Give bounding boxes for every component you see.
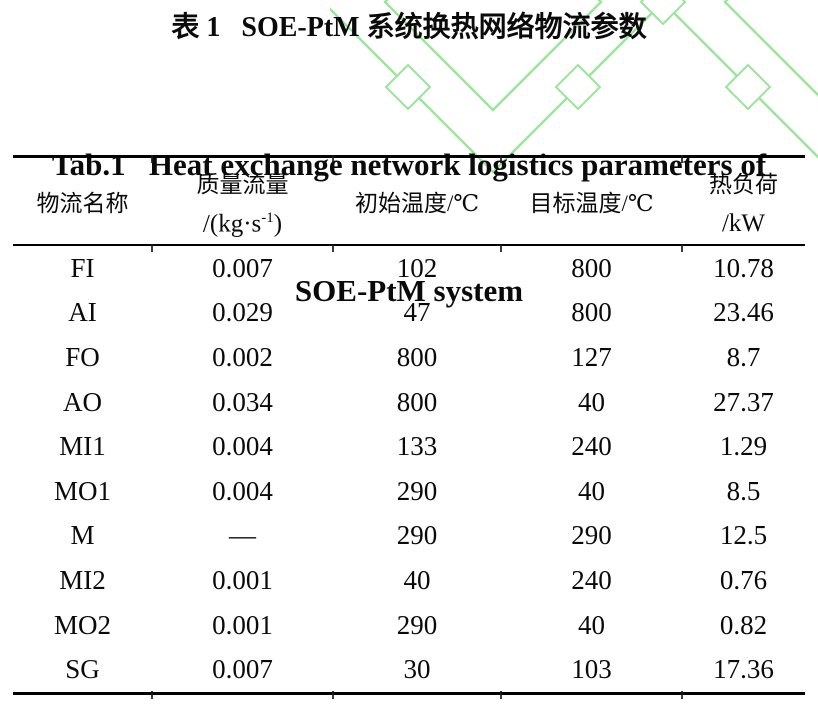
header-target-temp: 目标温度/℃: [529, 191, 654, 216]
column-divider-tick: [332, 155, 334, 163]
column-divider-tick: [681, 691, 683, 699]
cell-mass-flow: 0.001: [212, 609, 273, 640]
cell-stream-name: M: [70, 520, 95, 551]
column-divider-tick: [681, 155, 683, 163]
header-heat-load: 热负荷 /kW: [682, 158, 805, 244]
column-divider-tick: [332, 691, 334, 699]
table-row: MI2 0.001 40 240 0.76: [13, 558, 805, 603]
table-row: MI1 0.004 133 240 1.29: [13, 424, 805, 469]
cell-heat-load: 8.5: [726, 475, 761, 506]
cell-mass-flow: 0.029: [212, 297, 273, 328]
cell-heat-load: 12.5: [719, 520, 768, 551]
cell-initial-temp: 133: [396, 431, 438, 462]
cell-mass-flow: 0.004: [212, 475, 273, 506]
column-divider-tick: [681, 244, 683, 252]
cell-mass-flow: 0.001: [212, 564, 273, 595]
column-divider-tick: [332, 244, 334, 252]
cell-stream-name: MI1: [59, 431, 106, 462]
cell-mass-flow: 0.004: [212, 431, 273, 462]
cell-target-temp: 240: [571, 431, 612, 462]
header-heat-load-label: 热负荷: [709, 172, 778, 197]
cell-heat-load: 17.36: [713, 654, 774, 685]
cell-stream-name: SG: [65, 654, 100, 685]
cell-heat-load: 10.78: [713, 252, 774, 283]
cell-heat-load: 23.46: [713, 297, 774, 328]
table-row: FO 0.002 800 127 8.7: [13, 335, 805, 380]
cell-target-temp: 40: [578, 386, 605, 417]
cell-target-temp: 40: [578, 475, 605, 506]
table-header: 物流名称 质量流量 /(kg·s-1) 初始温度/℃ 目标温度/℃ 热负荷 /k…: [13, 158, 805, 246]
cell-initial-temp: 290: [396, 475, 438, 506]
cell-initial-temp: 800: [396, 386, 438, 417]
table-title-en: Tab.1 Heat exchange network logistics pa…: [0, 60, 818, 354]
logistics-table: 物流名称 质量流量 /(kg·s-1) 初始温度/℃ 目标温度/℃ 热负荷 /k…: [13, 155, 805, 699]
cell-initial-temp: 290: [396, 520, 438, 551]
table-row: FI 0.007 102 800 10.78: [13, 246, 805, 291]
cell-initial-temp: 47: [403, 297, 431, 328]
cell-target-temp: 800: [571, 252, 612, 283]
table-row: M — 290 290 12.5: [13, 514, 805, 559]
cell-stream-name: AI: [68, 297, 97, 328]
column-divider-tick: [151, 155, 153, 163]
cell-heat-load: 27.37: [713, 386, 774, 417]
cell-heat-load: 0.82: [719, 609, 768, 640]
cell-stream-name: AO: [63, 386, 102, 417]
cell-heat-load: 1.29: [719, 431, 768, 462]
cell-target-temp: 127: [571, 341, 612, 372]
cell-initial-temp: 102: [396, 252, 438, 283]
table-title-zh: 表 1 SOE-PtM 系统换热网络物流参数: [171, 12, 647, 43]
column-divider-tick: [500, 155, 502, 163]
cell-stream-name: MI2: [59, 564, 106, 595]
cell-mass-flow: 0.007: [212, 654, 273, 685]
cell-mass-flow: 0.034: [212, 386, 273, 417]
header-stream-name: 物流名称: [36, 191, 129, 216]
cell-stream-name: FI: [70, 252, 95, 283]
header-heat-load-unit: /kW: [721, 210, 766, 237]
cell-stream-name: FO: [65, 341, 100, 372]
cell-stream-name: MO1: [53, 475, 111, 506]
header-initial-temp: 初始温度/℃: [354, 191, 480, 216]
table-title-en-line1: Tab.1 Heat exchange network logistics pa…: [51, 147, 767, 182]
table-row: AI 0.029 47 800 23.46: [13, 291, 805, 336]
header-mass-flow-label: 质量流量: [196, 172, 289, 197]
table-row: SG 0.007 30 103 17.36: [13, 647, 805, 692]
cell-heat-load: 8.7: [726, 341, 761, 372]
cell-initial-temp: 290: [396, 609, 438, 640]
header-mass-flow-unit: /(kg·s-1): [202, 209, 283, 237]
cell-mass-flow: 0.007: [212, 252, 273, 283]
cell-initial-temp: 30: [403, 654, 431, 685]
table-row: AO 0.034 800 40 27.37: [13, 380, 805, 425]
header-mass-flow: 质量流量 /(kg·s-1): [152, 158, 333, 244]
column-divider-tick: [151, 244, 153, 252]
cell-target-temp: 290: [571, 520, 612, 551]
column-divider-tick: [500, 244, 502, 252]
column-divider-tick: [151, 691, 153, 699]
cell-initial-temp: 800: [396, 341, 438, 372]
cell-heat-load: 0.76: [719, 564, 768, 595]
column-divider-tick: [500, 691, 502, 699]
table-row: MO2 0.001 290 40 0.82: [13, 603, 805, 648]
cell-stream-name: MO2: [53, 609, 111, 640]
table-body: FI 0.007 102 800 10.78 AI 0.029 47 800 23.46 FO 0.0…: [13, 246, 805, 692]
cell-target-temp: 103: [571, 654, 612, 685]
cell-mass-flow: —: [229, 520, 256, 551]
table-title-en-line2: SOE-PtM system: [294, 273, 524, 308]
table-row: MO1 0.004 290 40 8.5: [13, 469, 805, 514]
cell-mass-flow: 0.002: [212, 341, 273, 372]
cell-target-temp: 240: [571, 564, 612, 595]
cell-initial-temp: 40: [403, 564, 431, 595]
cell-target-temp: 40: [578, 609, 605, 640]
cell-target-temp: 800: [571, 297, 612, 328]
